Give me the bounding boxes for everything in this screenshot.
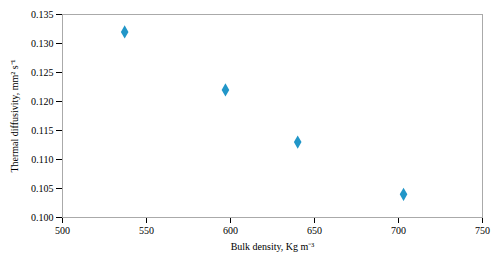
- svg-text:0.125: 0.125: [31, 67, 54, 78]
- svg-text:0.110: 0.110: [31, 154, 53, 165]
- svg-text:0.115: 0.115: [31, 125, 53, 136]
- svg-text:0.105: 0.105: [31, 183, 54, 194]
- svg-text:700: 700: [391, 225, 406, 236]
- svg-text:Thermal diffusivity, mm² s⁻¹: Thermal diffusivity, mm² s⁻¹: [9, 59, 20, 172]
- svg-text:550: 550: [139, 225, 154, 236]
- svg-text:0.130: 0.130: [31, 38, 54, 49]
- svg-text:0.135: 0.135: [31, 9, 54, 20]
- svg-text:750: 750: [475, 225, 490, 236]
- svg-text:Bulk density, Kg m⁻³: Bulk density, Kg m⁻³: [231, 241, 315, 252]
- svg-text:500: 500: [55, 225, 70, 236]
- svg-text:650: 650: [307, 225, 322, 236]
- svg-text:0.100: 0.100: [31, 212, 54, 223]
- svg-text:600: 600: [223, 225, 238, 236]
- svg-text:0.120: 0.120: [31, 96, 54, 107]
